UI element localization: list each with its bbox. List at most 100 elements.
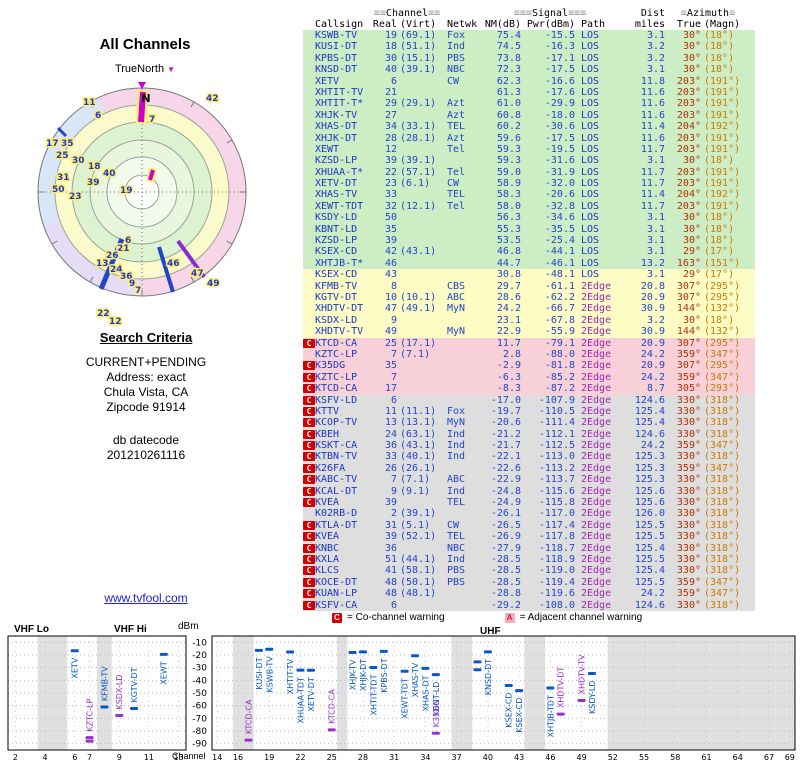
tvfool-link[interactable]: www.tvfool.com	[104, 591, 188, 605]
c-marker: C	[303, 372, 315, 382]
nm-cell: 72.3	[496, 64, 521, 76]
pwr-cell: -18.0	[544, 109, 575, 121]
db-datecode-value: 201210261116	[106, 448, 186, 462]
miles-cell: 24.2	[640, 440, 665, 452]
pwr-cell: -115.6	[538, 485, 575, 497]
miles-cell: 125.5	[634, 576, 665, 588]
path-cell: LOS	[581, 41, 600, 53]
table-row: C KVEA 39 (52.1) TEL -26.9 -117.8 2Edge 125.5 330…	[303, 531, 755, 543]
real-channel-cell: 47	[384, 303, 397, 315]
radar-signal-line	[138, 91, 146, 123]
north-label: N	[141, 92, 150, 105]
miles-cell: 3.2	[646, 41, 665, 53]
nm-cell: -26.1	[490, 508, 521, 520]
station-signal-dash	[587, 671, 596, 675]
pwr-cell: -31.6	[544, 155, 575, 167]
station-signal-dash	[411, 654, 420, 658]
c-marker: C	[303, 361, 315, 371]
svg-text:34: 34	[420, 753, 430, 762]
svg-text:2: 2	[13, 753, 18, 762]
virtual-channel-cell: (15.1)	[400, 52, 437, 64]
callsign-cell: KTBN-TV	[315, 451, 358, 463]
station-label: KGTV-DT	[130, 667, 139, 702]
azimuth-magn-cell: (293°)	[704, 383, 741, 395]
azimuth-magn-cell: (295°)	[704, 360, 741, 372]
c-marker	[303, 53, 315, 64]
azimuth-true-cell: 30°	[682, 223, 701, 235]
station-signal-dash	[286, 650, 295, 654]
virtual-channel-cell: (26.1)	[400, 462, 437, 474]
azimuth-magn-cell: (318°)	[704, 405, 741, 417]
station-signal-dash	[85, 736, 94, 740]
c-marker: C	[303, 543, 315, 553]
virtual-channel-cell	[397, 110, 443, 121]
pwr-cell: -119.6	[538, 588, 575, 600]
group-header-azimuth: Azimuth	[665, 8, 751, 19]
nm-cell: -28.5	[490, 576, 521, 588]
plot-station-markers: XETV KZTC-LP KFMB-TV KSDX-LD KGTV-DT XEWT KTCD…	[70, 647, 597, 743]
virtual-channel-cell	[397, 281, 443, 292]
azimuth-magn-cell: (18°)	[704, 223, 735, 235]
network-cell	[443, 588, 479, 599]
virtual-channel-cell: (43.1)	[400, 246, 437, 258]
miles-cell: 20.9	[640, 360, 665, 372]
table-row: C KTTV 11 (11.1) Fox -19.7 -110.5 2Edge 125.4 330…	[303, 405, 755, 418]
network-cell: Ind	[447, 451, 466, 463]
azimuth-true-cell: 330°	[676, 451, 701, 463]
c-marker	[303, 30, 315, 41]
azimuth-magn-cell: (191°)	[704, 143, 741, 155]
table-row: XHTJB-T* 46 44.7 -46.1 LOS 13.2 163° (151°)	[303, 257, 755, 270]
nm-cell: 59.3	[496, 143, 521, 155]
callsign-cell: XETV	[315, 75, 340, 87]
c-marker: C	[303, 338, 315, 348]
nm-cell: 73.8	[496, 52, 521, 64]
azimuth-magn-cell: (18°)	[704, 314, 735, 326]
svg-text:67: 67	[764, 753, 774, 762]
table-row: C KCOP-TV 13 (13.1) MyN -20.6 -111.4 2Edge 125.4…	[303, 417, 755, 429]
network-cell	[443, 87, 479, 98]
db-datecode-label: db datecode	[112, 433, 180, 447]
azimuth-magn-cell: (192°)	[704, 189, 741, 201]
path-cell: LOS	[581, 269, 600, 281]
virtual-channel-cell: (7.1)	[400, 474, 431, 486]
callsign-cell: KNSD-DT	[315, 64, 358, 76]
real-channel-cell: 50	[384, 212, 397, 224]
table-row: C KTLA-DT 31 (5.1) CW -26.5 -117.4 2Edge 125.5 33…	[303, 519, 755, 532]
c-marker	[303, 212, 315, 223]
pwr-cell: -117.8	[538, 531, 575, 543]
group-header-signal: Signal	[479, 8, 621, 19]
table-row: XETV-DT 23 (6.1) CW 58.9 -32.0 LOS 11.7 203° (191…	[303, 178, 755, 190]
search-mode: CURRENT+PENDING	[85, 355, 207, 369]
callsign-cell: KSDY-LD	[315, 212, 358, 224]
svg-text:-50: -50	[192, 689, 207, 699]
virtual-channel-cell: (7.1)	[400, 348, 431, 360]
azimuth-magn-cell: (318°)	[704, 565, 741, 577]
nm-cell: 61.3	[496, 86, 521, 98]
path-cell: LOS	[581, 155, 600, 167]
true-north-text: TrueNorth	[114, 63, 165, 75]
virtual-channel-cell: (44.1)	[400, 553, 437, 565]
azimuth-true-cell: 30°	[682, 52, 701, 64]
station-label: KSDY-LD	[588, 680, 597, 714]
azimuth-true-cell: 330°	[676, 428, 701, 440]
network-cell: Ind	[447, 440, 466, 452]
table-row: C KTCD-CA 17 -8.3 -87.2 2Edge 8.7 305° (293°)	[303, 383, 755, 395]
svg-text:69: 69	[785, 753, 795, 762]
azimuth-true-cell: 30°	[682, 30, 701, 41]
virtual-channel-cell	[397, 543, 443, 554]
azimuth-true-cell: 203°	[676, 178, 701, 190]
radar-channel-label: 7	[149, 115, 155, 125]
real-channel-cell: 39	[384, 155, 397, 167]
pwr-cell: -61.1	[544, 280, 575, 292]
station-signal-dash	[400, 669, 409, 673]
pwr-cell: -118.9	[538, 553, 575, 565]
real-channel-cell: 28	[384, 132, 397, 144]
nm-cell: -27.9	[490, 542, 521, 554]
azimuth-magn-cell: (151°)	[704, 257, 741, 269]
network-cell	[443, 258, 479, 269]
pwr-cell: -34.6	[544, 212, 575, 224]
azimuth-true-cell: 330°	[676, 405, 701, 417]
real-channel-cell: 6	[390, 599, 397, 611]
svg-text:25: 25	[327, 753, 337, 762]
c-marker	[303, 76, 315, 87]
